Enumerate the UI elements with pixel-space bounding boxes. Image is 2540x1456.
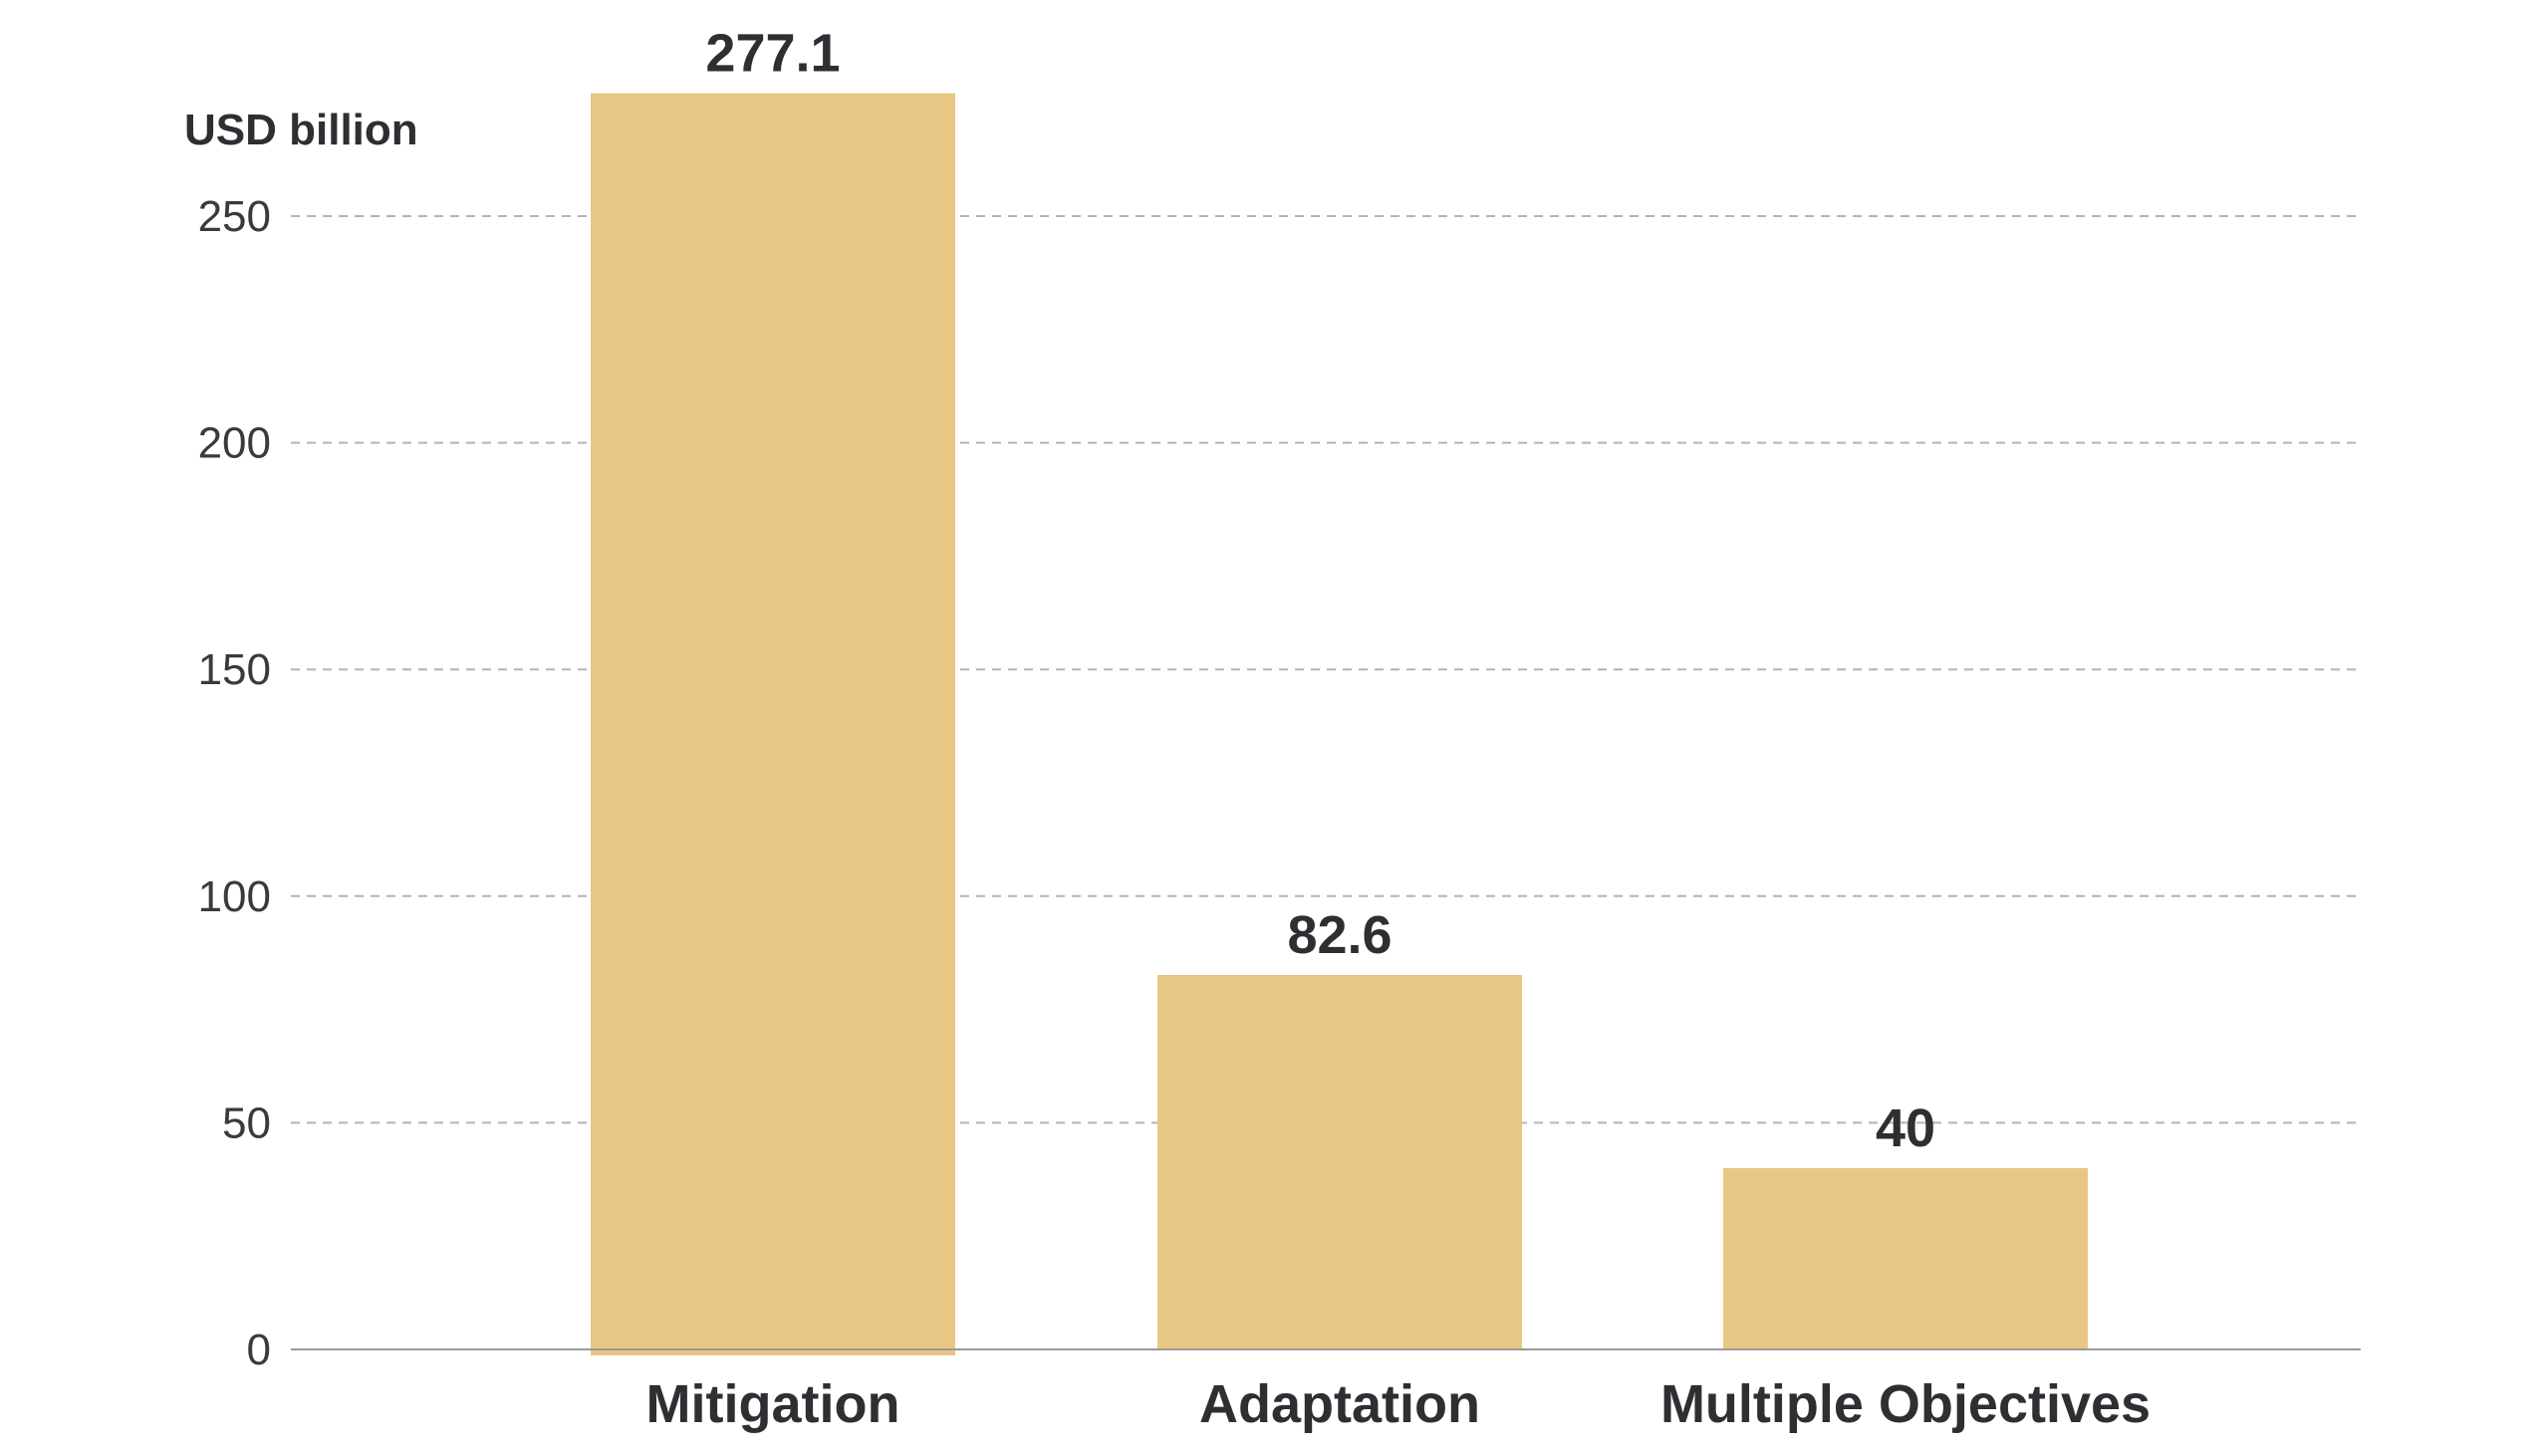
category-label-adaptation: Adaptation (1199, 1374, 1480, 1434)
category-label-multiple-objectives: Multiple Objectives (1660, 1374, 2151, 1434)
bars (591, 93, 2088, 1356)
y-tick-label-50: 50 (222, 1098, 271, 1147)
y-tick-label-0: 0 (247, 1326, 271, 1374)
category-labels: Mitigation Adaptation Multiple Objectives (646, 1374, 2152, 1434)
value-labels: 277.1 82.6 40 (705, 24, 1935, 1158)
category-label-mitigation: Mitigation (646, 1374, 900, 1434)
y-tick-label-250: 250 (198, 192, 271, 241)
bar-adaptation (1157, 975, 1522, 1349)
y-axis-ticks: 0 50 100 150 200 250 (198, 192, 271, 1374)
bar-mitigation (591, 93, 955, 1356)
y-tick-label-200: 200 (198, 419, 271, 468)
value-label-mitigation: 277.1 (705, 24, 840, 84)
y-tick-label-150: 150 (198, 645, 271, 694)
value-label-multiple-objectives: 40 (1876, 1098, 1935, 1158)
y-axis-unit-label: USD billion (184, 106, 418, 154)
gridlines (291, 215, 2361, 1124)
y-tick-label-100: 100 (198, 872, 271, 921)
bar-multiple-objectives (1723, 1167, 2088, 1349)
value-label-adaptation: 82.6 (1287, 905, 1392, 965)
